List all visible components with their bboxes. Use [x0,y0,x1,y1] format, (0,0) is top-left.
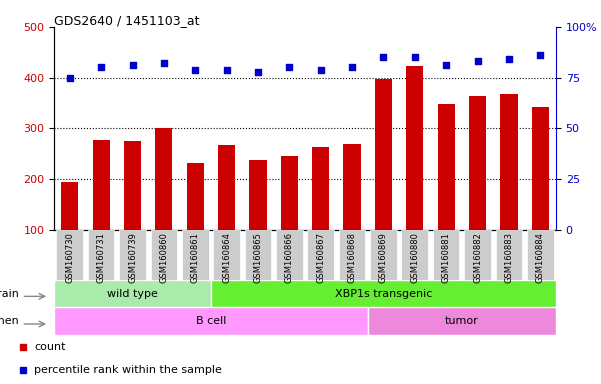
Bar [312,147,329,281]
Text: GSM160866: GSM160866 [285,232,294,283]
FancyBboxPatch shape [245,230,271,280]
Text: specimen: specimen [0,316,19,326]
Bar [281,156,298,281]
Point [96,65,106,71]
Point [410,54,419,60]
Bar [375,79,392,281]
Point [191,66,200,73]
Bar [249,161,267,281]
Point [347,65,357,71]
FancyBboxPatch shape [150,230,177,280]
Bar [438,104,455,281]
Point [284,65,294,71]
Bar [469,96,486,281]
FancyBboxPatch shape [370,230,397,280]
Bar [155,128,172,281]
Text: B cell: B cell [196,316,226,326]
Bar [93,139,110,281]
Bar [211,280,556,308]
FancyBboxPatch shape [433,230,460,280]
Text: GSM160880: GSM160880 [410,232,419,283]
Bar [218,145,235,281]
Text: wild type: wild type [107,289,158,299]
Text: GSM160882: GSM160882 [473,232,482,283]
Text: GSM160865: GSM160865 [254,232,263,283]
Bar [186,163,204,281]
Bar [368,308,556,335]
Text: GSM160868: GSM160868 [347,232,356,283]
Text: GSM160883: GSM160883 [504,232,513,283]
Bar [406,66,424,281]
Text: GSM160869: GSM160869 [379,232,388,283]
FancyBboxPatch shape [119,230,146,280]
FancyBboxPatch shape [527,230,554,280]
FancyBboxPatch shape [56,230,83,280]
Text: strain: strain [0,289,19,299]
Point [535,52,545,58]
Bar [532,107,549,281]
Bar [124,141,141,281]
Bar [54,308,368,335]
Point [127,62,137,68]
FancyBboxPatch shape [213,230,240,280]
Text: GSM160739: GSM160739 [128,232,137,283]
Text: GSM160867: GSM160867 [316,232,325,283]
Point [316,66,326,73]
FancyBboxPatch shape [276,230,303,280]
Point [222,66,231,73]
Point [379,54,388,60]
FancyBboxPatch shape [339,230,365,280]
Bar [61,182,78,281]
Point [441,62,451,68]
Text: GDS2640 / 1451103_at: GDS2640 / 1451103_at [54,14,200,27]
Text: XBP1s transgenic: XBP1s transgenic [335,289,432,299]
Point [253,68,263,74]
Point [159,60,169,66]
Bar [500,94,517,281]
Text: GSM160881: GSM160881 [442,232,451,283]
FancyBboxPatch shape [307,230,334,280]
Point [504,56,514,63]
Point [473,58,483,65]
Bar [343,144,361,281]
Text: GSM160864: GSM160864 [222,232,231,283]
FancyBboxPatch shape [464,230,491,280]
Text: GSM160884: GSM160884 [535,232,545,283]
Bar [54,280,211,308]
FancyBboxPatch shape [88,230,114,280]
Text: GSM160731: GSM160731 [97,232,106,283]
FancyBboxPatch shape [496,230,522,280]
FancyBboxPatch shape [182,230,209,280]
Text: count: count [34,342,66,352]
Text: GSM160860: GSM160860 [159,232,168,283]
Point [65,74,75,81]
FancyBboxPatch shape [401,230,428,280]
Text: tumor: tumor [445,316,479,326]
Text: GSM160730: GSM160730 [66,232,75,283]
Text: percentile rank within the sample: percentile rank within the sample [34,365,222,375]
Text: GSM160861: GSM160861 [191,232,200,283]
